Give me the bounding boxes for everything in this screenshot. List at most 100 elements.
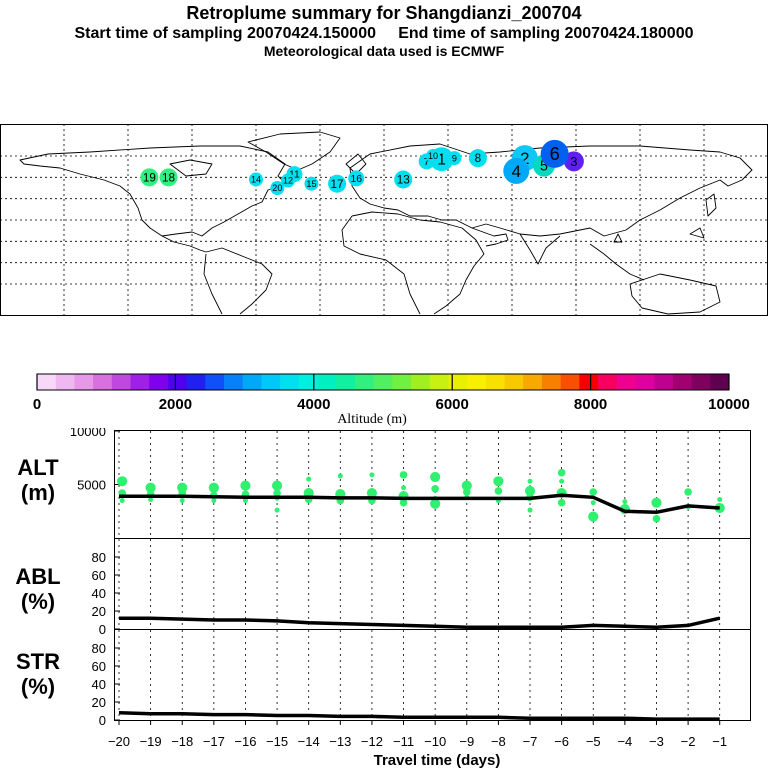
plume-label: 15 <box>306 179 316 189</box>
colorbar-swatch <box>504 374 524 390</box>
plume-marker: 4 <box>503 157 530 184</box>
alt-dot <box>273 489 281 497</box>
x-tick-label: −8 <box>491 734 506 749</box>
colorbar-swatch <box>149 374 169 390</box>
plume-marker: 14 <box>249 172 263 187</box>
x-tick-label: −13 <box>329 734 351 749</box>
colorbar-swatch <box>37 374 57 390</box>
alt-dot <box>240 480 251 491</box>
x-tick-label: −15 <box>266 734 288 749</box>
alt-dot <box>557 498 566 507</box>
alt-ytick-label: 10000 <box>70 428 106 439</box>
plume-label: 8 <box>475 152 482 165</box>
alt-dot <box>117 476 128 487</box>
alt-ytick-label: 5000 <box>77 478 106 493</box>
plume-label: 1 <box>437 152 446 169</box>
colorbar-swatch <box>111 374 131 390</box>
x-tick-label: −4 <box>617 734 632 749</box>
colorbar-swatch <box>373 374 393 390</box>
alt-dot <box>430 498 441 509</box>
x-tick-label: −3 <box>649 734 664 749</box>
abl-plot-area <box>114 538 751 630</box>
plume-circle <box>328 174 347 193</box>
colorbar-swatch <box>392 374 412 390</box>
colorbar-swatch <box>224 374 244 390</box>
plume-marker: 17 <box>328 174 347 193</box>
plume-label: 7 <box>424 157 430 168</box>
alt-dot <box>148 496 154 502</box>
alt-dot <box>714 502 725 514</box>
x-tick-label: −12 <box>361 734 383 749</box>
sampling-times: Start time of sampling 20070424.150000 E… <box>0 24 768 43</box>
colorbar-swatch <box>55 374 75 390</box>
abl-panel: ABL (%) 80 60 40 20 0 <box>15 538 751 637</box>
colorbar-tick-label: 10000 <box>708 396 750 413</box>
abl-ytick-label: 60 <box>92 568 106 583</box>
plume-circle <box>394 170 413 189</box>
colorbar-swatch <box>411 374 431 390</box>
plume-label: 20 <box>272 183 282 193</box>
colorbar-swatch <box>93 374 113 390</box>
colorbar-swatch <box>186 374 206 390</box>
header: Retroplume summary for Shangdianzi_20070… <box>0 2 768 60</box>
colorbar-swatches <box>36 373 730 391</box>
colorbar-swatch <box>317 374 337 390</box>
alt-dot <box>590 500 596 506</box>
alt-dot <box>430 471 441 483</box>
str-title: STR <box>16 649 60 674</box>
abl-unit: (%) <box>21 589 55 614</box>
colorbar-swatch <box>298 374 318 390</box>
plume-label: 10 <box>428 151 438 161</box>
colorbar-swatch <box>541 374 562 390</box>
alt-dot <box>527 507 533 513</box>
colorbar-swatch <box>354 374 375 390</box>
abl-ytick-label: 0 <box>99 622 106 637</box>
colorbar-swatch <box>691 374 711 390</box>
x-tick-label: −9 <box>459 734 474 749</box>
str-series-line <box>118 711 720 721</box>
alt-series-line <box>119 493 720 515</box>
colorbar-swatch <box>635 374 655 390</box>
plume-label: 19 <box>143 171 156 184</box>
plume-label: 18 <box>162 171 175 184</box>
colorbar-swatch <box>523 374 543 390</box>
alt-dot <box>527 478 533 484</box>
plume-marker: 16 <box>348 170 365 187</box>
plume-marker: 20 <box>270 181 285 195</box>
plume-marker: 18 <box>159 168 178 187</box>
plume-label: 14 <box>251 175 261 185</box>
colorbar-tick-label: 0 <box>33 396 41 413</box>
alt-dot <box>524 485 536 497</box>
alt-dot <box>651 497 662 508</box>
alt-dot <box>494 487 503 495</box>
str-ytick-label: 60 <box>92 659 106 674</box>
plume-circle <box>140 168 159 187</box>
x-tick-label: −2 <box>681 734 696 749</box>
colorbar-swatch <box>579 374 599 390</box>
page-title: Retroplume summary for Shangdianzi_20070… <box>186 3 582 23</box>
plume-label: 4 <box>512 162 521 181</box>
colorbar-label: Altitude (m) <box>337 412 407 427</box>
alt-dot <box>401 485 407 491</box>
str-ytick-label: 0 <box>99 713 106 728</box>
alt-dot <box>274 507 280 513</box>
alt-dot <box>179 498 185 504</box>
plume-circle <box>563 151 584 172</box>
alt-dot <box>208 482 219 493</box>
start-time-label: Start time of sampling 20070424.150000 <box>74 25 377 42</box>
plume-label: 17 <box>331 178 344 191</box>
plume-label: 11 <box>289 170 300 181</box>
plume-marker: 8 <box>468 149 487 168</box>
plume-label: 13 <box>397 174 410 187</box>
str-panel: STR (%) 80 60 40 20 0 <box>16 629 751 728</box>
plume-circle <box>348 170 365 187</box>
plume-marker: 6 <box>540 139 569 168</box>
colorbar-swatch <box>336 374 356 390</box>
end-time-label: End time of sampling 20070424.180000 <box>398 25 694 42</box>
abl-ytick-label: 20 <box>92 604 106 619</box>
plume-label: 9 <box>452 153 457 163</box>
alt-dot <box>271 480 283 491</box>
plume-circle <box>426 149 441 163</box>
plume-label: 12 <box>283 176 293 186</box>
